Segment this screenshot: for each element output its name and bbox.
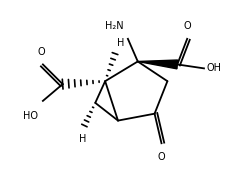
- Text: H: H: [79, 134, 86, 144]
- Text: O: O: [183, 21, 191, 31]
- Text: H: H: [117, 38, 124, 48]
- Polygon shape: [138, 60, 178, 69]
- Text: O: O: [158, 152, 165, 162]
- Text: O: O: [37, 46, 45, 57]
- Text: OH: OH: [207, 63, 222, 73]
- Text: HO: HO: [23, 111, 38, 121]
- Text: H₂N: H₂N: [105, 21, 124, 31]
